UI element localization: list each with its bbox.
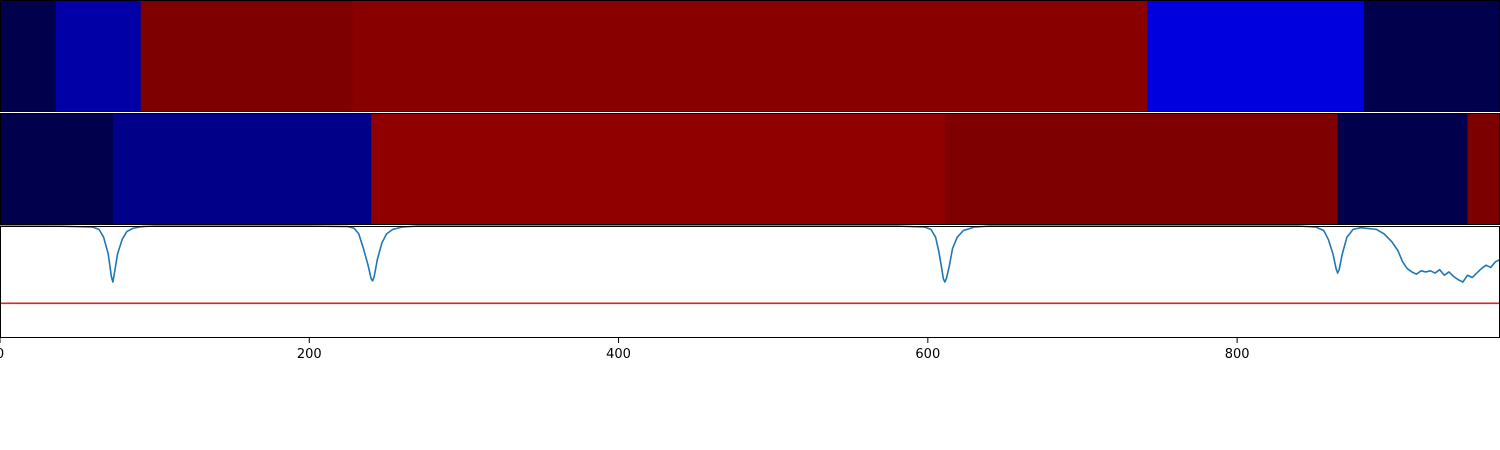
heatmap-cell-1-4 [353, 0, 1148, 112]
panel-2 [0, 113, 1500, 225]
x-tick-label-200: 200 [297, 347, 322, 362]
panel-frame-3 [1, 227, 1500, 338]
heatmap-cell-2-4 [945, 113, 1338, 225]
heatmap-cell-2-3 [371, 113, 945, 225]
x-tick-label-600: 600 [915, 347, 940, 362]
series-line-1 [0, 226, 1500, 282]
heatmap-cell-1-3 [141, 0, 353, 112]
heatmap-cell-2-6 [1468, 113, 1500, 225]
heatmap-cell-1-1 [0, 0, 56, 112]
x-tick-label-800: 800 [1225, 347, 1250, 362]
x-tick-label-400: 400 [606, 347, 631, 362]
panels-layer [0, 0, 1500, 303]
heatmap-cell-1-6 [1364, 0, 1500, 112]
heatmap-cell-2-1 [0, 113, 113, 225]
heatmap-cell-1-2 [56, 0, 142, 112]
heatmap-cell-1-5 [1147, 0, 1364, 112]
panel-1 [0, 0, 1500, 112]
heatmap-cell-2-5 [1338, 113, 1468, 225]
panel-3 [0, 226, 1500, 303]
x-axis: 0 200 400 600 800 [0, 338, 1250, 362]
heatmap-cell-2-2 [113, 113, 372, 225]
x-tick-label-0: 0 [0, 347, 4, 362]
